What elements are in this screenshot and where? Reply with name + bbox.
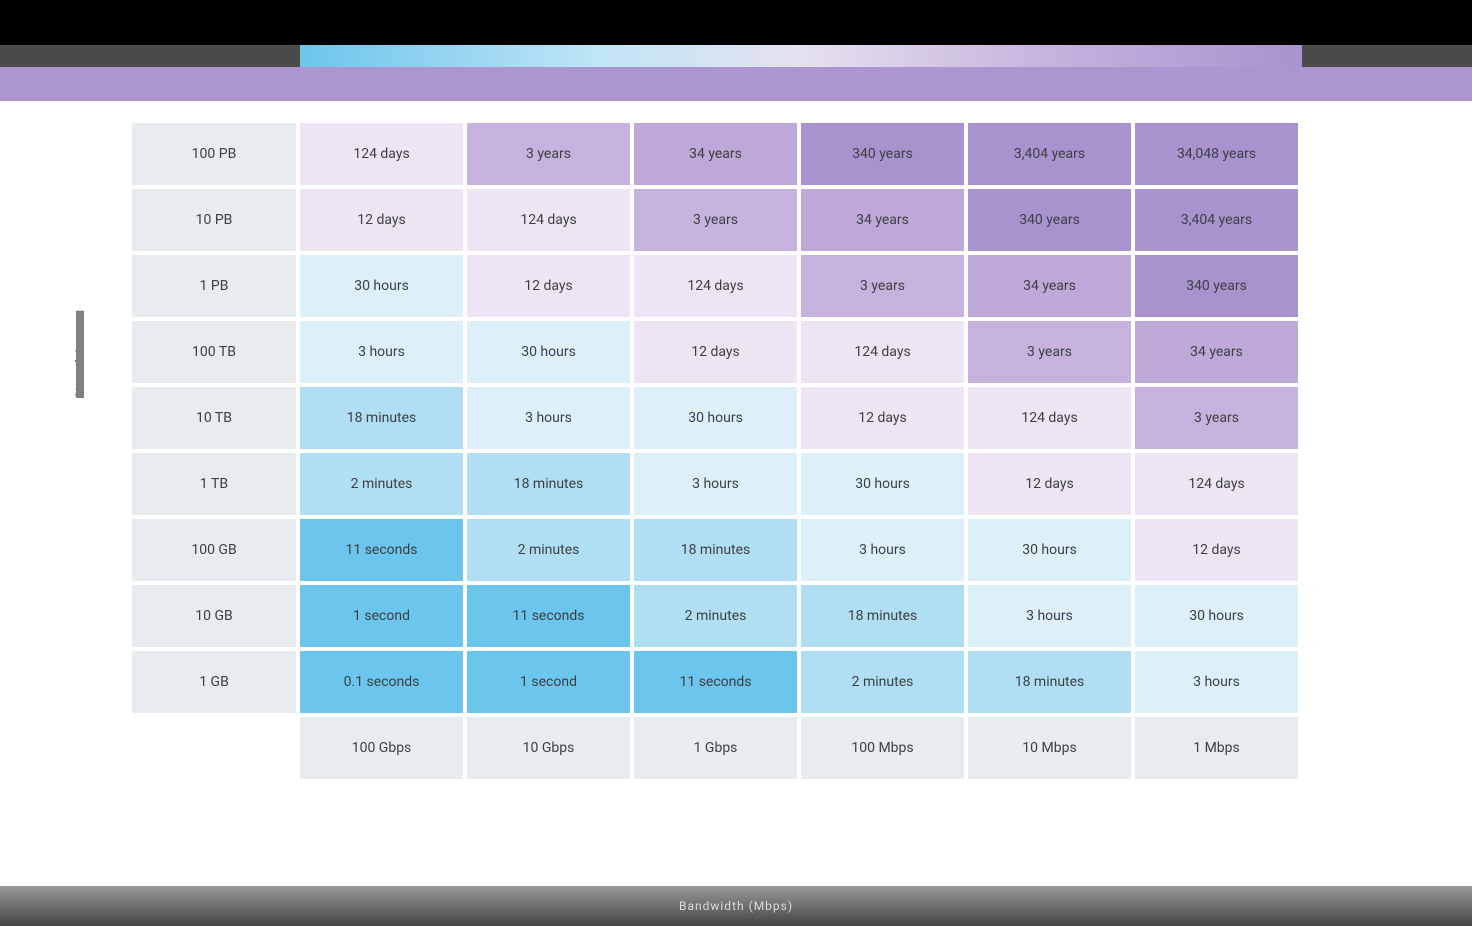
heatmap-cell: 18 minutes <box>799 583 966 649</box>
heatmap-cell: 12 days <box>1133 517 1300 583</box>
heatmap-cell: 30 hours <box>966 517 1133 583</box>
heatmap-cell: 3 years <box>465 121 632 187</box>
heatmap-cell: 12 days <box>298 187 465 253</box>
blank-corner <box>130 715 298 781</box>
top-purple-bar <box>0 67 1472 101</box>
heatmap-cell: 3 hours <box>966 583 1133 649</box>
heatmap-cell: 3 years <box>966 319 1133 385</box>
row-header: 1 GB <box>130 649 298 715</box>
top-black-bar <box>0 0 1472 45</box>
heatmap-cell: 18 minutes <box>632 517 799 583</box>
heatmap-cell: 3 hours <box>1133 649 1300 715</box>
row-header: 10 TB <box>130 385 298 451</box>
heatmap-cell: 3 hours <box>465 385 632 451</box>
heatmap-cell: 34 years <box>799 187 966 253</box>
heatmap-cell: 3 hours <box>298 319 465 385</box>
col-footer: 100 Gbps <box>298 715 465 781</box>
col-footer: 10 Mbps <box>966 715 1133 781</box>
row-header: 100 PB <box>130 121 298 187</box>
heatmap-cell: 3 years <box>1133 385 1300 451</box>
heatmap-cell: 12 days <box>465 253 632 319</box>
heatmap-cell: 124 days <box>632 253 799 319</box>
col-footer: 10 Gbps <box>465 715 632 781</box>
row-header: 100 GB <box>130 517 298 583</box>
heatmap-cell: 3 hours <box>632 451 799 517</box>
x-axis-label-region <box>130 785 1302 815</box>
heatmap-cell: 12 days <box>966 451 1133 517</box>
heatmap-cell: 1 second <box>465 649 632 715</box>
heatmap-cell: 30 hours <box>298 253 465 319</box>
color-scale-gradient <box>300 45 1302 67</box>
heatmap-cell: 124 days <box>966 385 1133 451</box>
heatmap-cell: 2 minutes <box>799 649 966 715</box>
heatmap-cell: 3,404 years <box>1133 187 1300 253</box>
row-header: 100 TB <box>130 319 298 385</box>
row-header: 1 PB <box>130 253 298 319</box>
x-axis-label: Bandwidth (Mbps) <box>679 899 793 913</box>
col-footer: 1 Mbps <box>1133 715 1300 781</box>
bottom-gradient-bar: Bandwidth (Mbps) <box>0 886 1472 926</box>
heatmap-cell: 12 days <box>632 319 799 385</box>
heatmap-cell: 34,048 years <box>1133 121 1300 187</box>
heatmap-cell: 3 hours <box>799 517 966 583</box>
heatmap-cell: 3 years <box>799 253 966 319</box>
heatmap-cell: 34 years <box>1133 319 1300 385</box>
chart-area: Size of data set 100 PB124 days3 years34… <box>0 121 1472 815</box>
heatmap-cell: 124 days <box>465 187 632 253</box>
y-axis-label: Size of data set <box>73 311 87 398</box>
heatmap-cell: 1 second <box>298 583 465 649</box>
heatmap-cell: 2 minutes <box>465 517 632 583</box>
heatmap-cell: 2 minutes <box>632 583 799 649</box>
top-darkgrey-bar <box>0 45 1472 67</box>
row-header: 1 TB <box>130 451 298 517</box>
heatmap-cell: 2 minutes <box>298 451 465 517</box>
heatmap-cell: 34 years <box>966 253 1133 319</box>
heatmap-cell: 30 hours <box>632 385 799 451</box>
heatmap-cell: 124 days <box>799 319 966 385</box>
heatmap-cell: 18 minutes <box>966 649 1133 715</box>
heatmap-cell: 18 minutes <box>298 385 465 451</box>
row-header: 10 GB <box>130 583 298 649</box>
heatmap-cell: 30 hours <box>465 319 632 385</box>
heatmap-cell: 3 years <box>632 187 799 253</box>
heatmap-grid: 100 PB124 days3 years34 years340 years3,… <box>130 121 1302 781</box>
row-header: 10 PB <box>130 187 298 253</box>
heatmap-cell: 11 seconds <box>632 649 799 715</box>
heatmap-cell: 30 hours <box>1133 583 1300 649</box>
heatmap-cell: 124 days <box>1133 451 1300 517</box>
col-footer: 1 Gbps <box>632 715 799 781</box>
heatmap-cell: 30 hours <box>799 451 966 517</box>
heatmap-cell: 3,404 years <box>966 121 1133 187</box>
heatmap-cell: 340 years <box>799 121 966 187</box>
heatmap-cell: 12 days <box>799 385 966 451</box>
white-gap <box>0 101 1472 121</box>
col-footer: 100 Mbps <box>799 715 966 781</box>
heatmap-cell: 340 years <box>966 187 1133 253</box>
heatmap-cell: 34 years <box>632 121 799 187</box>
heatmap-cell: 11 seconds <box>298 517 465 583</box>
heatmap-cell: 18 minutes <box>465 451 632 517</box>
heatmap-cell: 11 seconds <box>465 583 632 649</box>
heatmap-cell: 124 days <box>298 121 465 187</box>
heatmap-cell: 0.1 seconds <box>298 649 465 715</box>
heatmap-cell: 340 years <box>1133 253 1300 319</box>
